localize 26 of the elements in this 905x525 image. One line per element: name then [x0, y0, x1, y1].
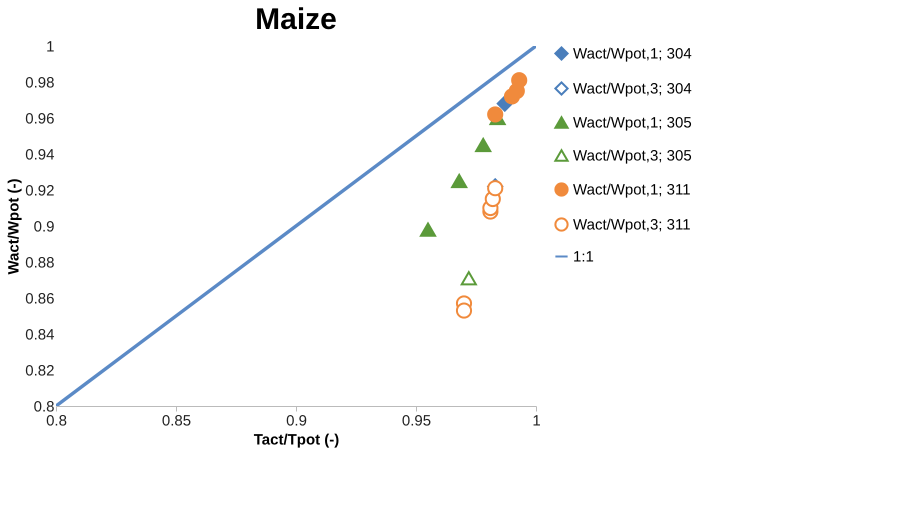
y-tick-label: 0.86: [25, 290, 54, 308]
y-tick-label: 1: [46, 38, 54, 56]
x-tick-label: 0.8: [46, 412, 67, 430]
y-tick-label: 0.92: [25, 182, 54, 200]
x-tick-label: 0.9: [286, 412, 307, 430]
x-tick-label: 1: [532, 412, 541, 430]
legend-label: 1:1: [573, 248, 594, 266]
legend-label: Wact/Wpot,1; 304: [573, 46, 692, 62]
y-tick-label: 0.9: [34, 218, 54, 236]
x-tick-label: 0.95: [402, 412, 432, 430]
legend-label: Wact/Wpot,1; 311: [573, 182, 691, 198]
legend-label: Wact/Wpot,1; 305: [573, 114, 692, 132]
x-axis-title: Tact/Tpot (-): [254, 432, 340, 448]
y-tick-label: 0.84: [25, 326, 54, 344]
legend-label: Wact/Wpot,3; 305: [573, 148, 692, 164]
legend-label: Wact/Wpot,3; 304: [573, 80, 692, 98]
y-tick-label: 0.82: [25, 362, 54, 380]
y-tick-label: 0.98: [25, 74, 54, 92]
y-tick-label: 0.88: [25, 254, 54, 272]
y-tick-label: 0.8: [34, 398, 54, 416]
x-tick-label: 0.85: [162, 412, 192, 430]
y-tick-label: 0.94: [25, 146, 54, 164]
y-tick-label: 0.96: [25, 110, 54, 128]
legend-label: Wact/Wpot,3; 311: [573, 216, 691, 234]
y-axis-title: Wact/Wpot (-): [5, 178, 22, 275]
chart-title: Maize: [255, 3, 337, 36]
